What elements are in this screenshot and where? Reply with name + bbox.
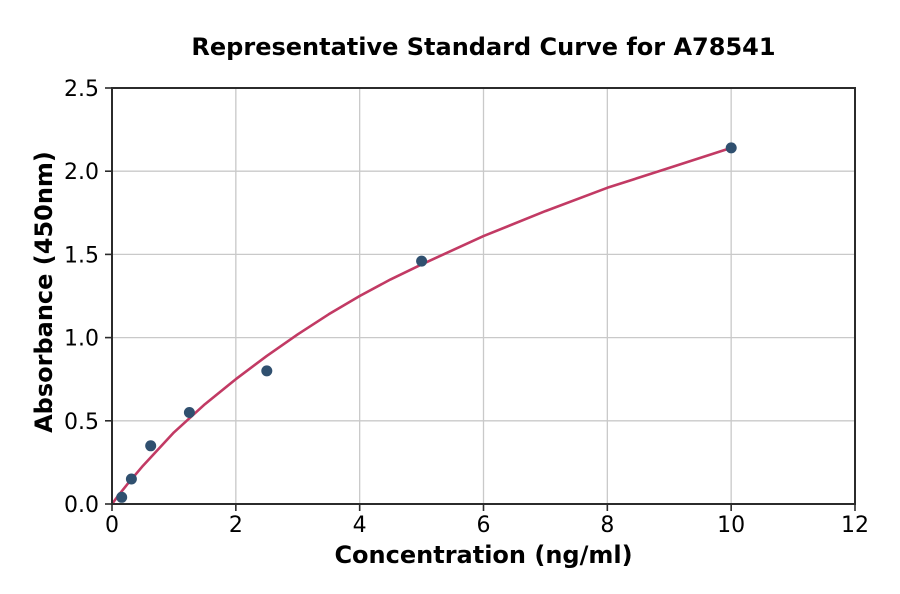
x-tick-label: 6	[477, 513, 491, 538]
data-point	[125, 473, 137, 485]
x-tick-label: 2	[229, 513, 243, 538]
y-tick-label: 1.5	[64, 243, 99, 268]
data-point	[116, 491, 128, 503]
x-tick-label: 8	[600, 513, 614, 538]
data-point	[261, 365, 273, 377]
x-tick-label: 12	[841, 513, 869, 538]
y-tick-label: 2.0	[64, 160, 99, 185]
data-point	[145, 440, 157, 452]
y-tick-label: 2.5	[64, 77, 99, 102]
x-axis-label: Concentration (ng/ml)	[334, 541, 633, 569]
data-point	[183, 407, 195, 418]
x-tick-label: 4	[353, 513, 367, 538]
chart-title: Representative Standard Curve for A78541	[191, 33, 776, 61]
x-tick-label: 0	[105, 513, 119, 538]
data-point	[725, 142, 737, 154]
fit-curve-line	[110, 146, 733, 506]
y-tick-label: 0.0	[64, 493, 99, 518]
y-tick-label: 0.5	[64, 410, 99, 435]
x-tick-label: 10	[717, 513, 745, 538]
y-tick-label: 1.0	[64, 327, 99, 352]
data-point	[416, 255, 428, 267]
